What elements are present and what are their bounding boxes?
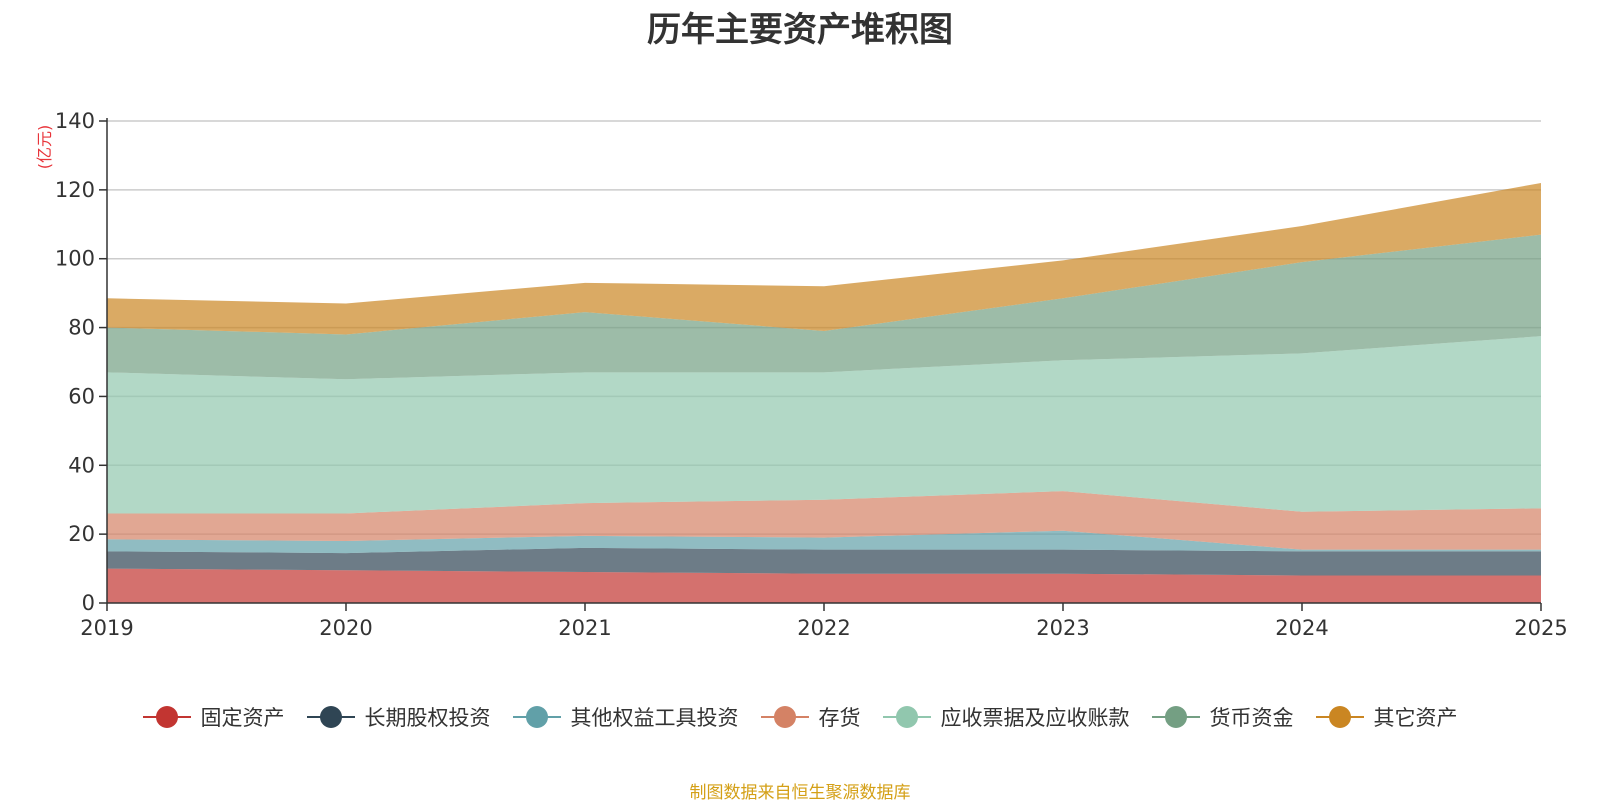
legend-item-7[interactable]: 其它资产	[1315, 702, 1458, 732]
x-tick-label: 2022	[797, 616, 850, 640]
area-series-4	[107, 491, 1541, 550]
area-series	[107, 182, 1541, 603]
y-tick-label: 40	[68, 453, 95, 477]
legend-marker-dot	[525, 706, 548, 728]
legend-item-1[interactable]: 固定资产	[142, 702, 285, 732]
legend-marker-icon	[1151, 705, 1200, 729]
legend-label: 货币资金	[1209, 706, 1294, 730]
legend-label: 固定资产	[200, 706, 285, 730]
source-note: 制图数据来自恒生聚源数据库	[689, 783, 911, 803]
x-tick-label: 2023	[1036, 616, 1089, 640]
legend-label: 其他权益工具投资	[570, 706, 739, 730]
y-tick-label: 60	[68, 384, 95, 408]
axes: 0 20 40 60 80 100 120 140 2019 2020 2021 2022 2023 20…	[55, 109, 1568, 640]
area-series-6	[107, 234, 1541, 380]
y-tick-label: 140	[55, 109, 95, 133]
legend-marker-dot	[1164, 706, 1187, 728]
chart-title: 历年主要资产堆积图	[647, 10, 953, 50]
legend-marker-dot	[773, 706, 796, 728]
y-axis-unit-label: (亿元)	[35, 125, 54, 170]
legend-label: 其它资产	[1373, 706, 1458, 730]
legend-label: 应收票据及应收账款	[940, 706, 1130, 730]
legend-marker-icon	[142, 705, 191, 729]
legend-item-6[interactable]: 货币资金	[1151, 702, 1294, 732]
legend-marker-icon	[306, 705, 355, 729]
legend-marker-dot	[155, 706, 178, 728]
y-tick-label: 100	[55, 247, 95, 271]
area-series-2	[107, 547, 1541, 576]
legend-marker-dot	[319, 706, 342, 728]
area-series-1	[107, 568, 1541, 603]
legend-marker-icon	[512, 705, 561, 729]
legend-label: 存货	[818, 706, 861, 730]
area-series-3	[107, 530, 1541, 554]
legend-marker-dot	[895, 706, 918, 728]
x-tick-label: 2019	[80, 616, 133, 640]
legend-item-2[interactable]: 长期股权投资	[306, 702, 491, 732]
legend-label: 长期股权投资	[364, 706, 491, 730]
x-tick-label: 2021	[558, 616, 611, 640]
legend-marker-icon	[1315, 705, 1364, 729]
area-series-5	[107, 336, 1541, 514]
legend-marker-dot	[1328, 706, 1351, 728]
legend-item-4[interactable]: 存货	[760, 702, 861, 732]
y-tick-label: 120	[55, 178, 95, 202]
legend-marker-icon	[882, 705, 931, 729]
legend-marker-icon	[760, 705, 809, 729]
x-tick-label: 2024	[1275, 616, 1328, 640]
x-tick-label: 2020	[319, 616, 372, 640]
y-tick-label: 0	[82, 591, 95, 615]
legend-item-5[interactable]: 应收票据及应收账款	[882, 702, 1130, 732]
y-tick-label: 80	[68, 316, 95, 340]
legend-item-3[interactable]: 其他权益工具投资	[512, 702, 739, 732]
area-series-7	[107, 182, 1541, 335]
x-tick-label: 2025	[1514, 616, 1567, 640]
legend: 固定资产 长期股权投资 其他权益工具投资 存货 应收票据及应收账款 货币资金 其它资产	[0, 702, 1600, 732]
y-tick-label: 20	[68, 522, 95, 546]
